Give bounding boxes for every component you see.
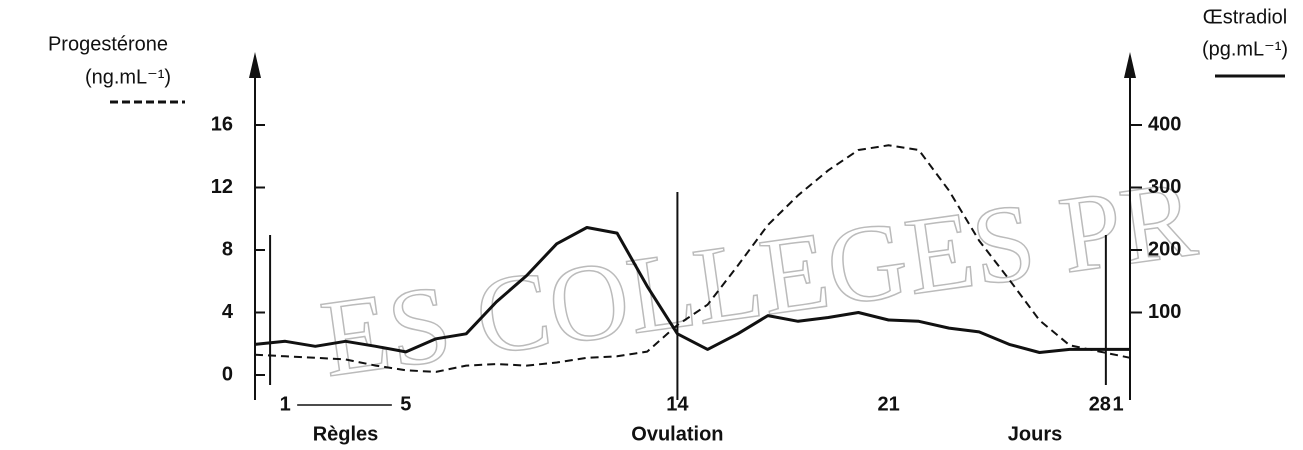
- x-tick-label: 21: [877, 393, 899, 415]
- y2-axis-unit: (pg.mL⁻¹): [1202, 38, 1288, 60]
- y-axis-arrow: [249, 52, 261, 78]
- y-axis-unit: (ng.mL⁻¹): [85, 66, 171, 88]
- y-tick-label: 16: [211, 113, 233, 135]
- x-tick-label: 28: [1089, 393, 1111, 415]
- x-tick-label: 1: [280, 393, 291, 415]
- y2-tick-label: 300: [1148, 176, 1181, 198]
- y-tick-label: 0: [222, 363, 233, 385]
- series-line: [254, 144, 1131, 373]
- y-tick-label: 4: [222, 301, 234, 323]
- annotation: Règles: [313, 423, 379, 445]
- y-tick-label: 12: [211, 176, 233, 198]
- y2-tick-label: 100: [1148, 301, 1181, 323]
- annotation: Ovulation: [631, 423, 723, 445]
- y2-axis-arrow: [1124, 52, 1136, 78]
- y2-tick-label: 200: [1148, 238, 1181, 260]
- y2-axis-title: Œstradiol: [1203, 6, 1287, 28]
- y-tick-label: 8: [222, 238, 233, 260]
- x-axis-title: Jours: [1008, 423, 1062, 445]
- series-line: [254, 226, 1130, 354]
- y2-tick-label: 400: [1148, 113, 1181, 135]
- watermark: ES COLLEGES PR: [314, 157, 1203, 400]
- x-tick-label: 5: [400, 393, 411, 415]
- y-axis-title: Progestérone: [48, 33, 168, 55]
- x-tick-label: 14: [666, 393, 689, 415]
- x-tick-label: 1: [1112, 393, 1123, 415]
